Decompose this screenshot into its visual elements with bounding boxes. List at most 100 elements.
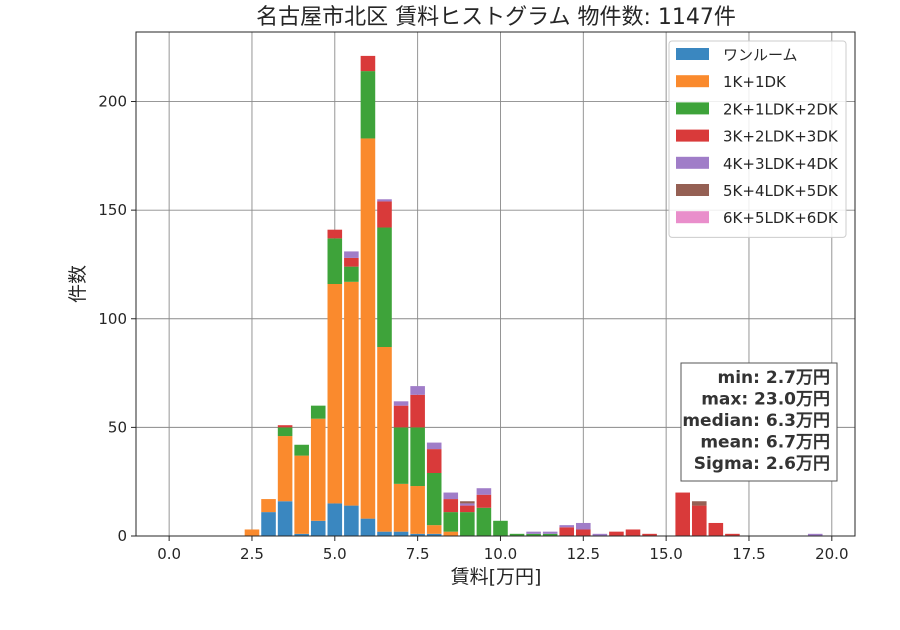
bar-segment <box>675 492 690 536</box>
bar-segment <box>310 418 326 521</box>
bar-segment <box>410 427 425 487</box>
bar-segment <box>426 525 442 534</box>
legend-swatch <box>676 75 709 88</box>
bar-segment <box>410 533 425 536</box>
bar-segment <box>277 425 293 428</box>
bar-segment <box>327 229 343 239</box>
bar-segment <box>559 525 575 528</box>
legend-label: 4K+3LDK+4DK <box>723 155 839 173</box>
legend-label: ワンルーム <box>723 46 798 64</box>
bar-segment <box>476 507 492 536</box>
bar-segment <box>393 427 409 484</box>
legend-frame <box>668 40 847 238</box>
bar-segment <box>426 533 442 536</box>
legend-swatch <box>676 129 709 142</box>
bars-group <box>244 55 823 536</box>
bar-segment <box>344 251 359 258</box>
y-tick-label: 50 <box>108 418 127 436</box>
plot-frame <box>135 31 856 537</box>
legend-label: 1K+1DK <box>723 73 787 91</box>
bar-segment <box>277 501 293 536</box>
stats-line: median: 6.3万円 <box>682 411 830 431</box>
bar-segment <box>327 284 343 504</box>
bar-segment <box>460 501 475 504</box>
bar-segment <box>410 386 425 395</box>
bar-segment <box>377 201 392 228</box>
bar-segment <box>691 505 707 536</box>
bar-segment <box>443 531 459 536</box>
bar-segment <box>642 533 657 536</box>
bar-segment <box>344 281 359 506</box>
x-axis-label: 賃料[万円] <box>451 566 542 588</box>
bar-segment <box>542 533 558 536</box>
bar-segment <box>476 494 492 508</box>
bar-segment <box>360 518 376 536</box>
bar-segment <box>609 531 624 536</box>
x-tick-label: 17.5 <box>732 545 765 563</box>
legend-swatch <box>676 211 709 224</box>
stats-line: min: 2.7万円 <box>718 368 830 388</box>
bar-segment <box>460 505 475 513</box>
x-tick-label: 15.0 <box>649 545 682 563</box>
bar-segment <box>344 266 359 282</box>
legend-label: 5K+4LDK+5DK <box>723 182 839 200</box>
bar-segment <box>393 483 409 532</box>
x-tick-label: 12.5 <box>567 545 600 563</box>
bar-segment <box>576 529 591 536</box>
bar-segment <box>294 455 309 534</box>
bar-segment <box>443 499 459 513</box>
stats-frame <box>680 362 838 482</box>
bar-segment <box>460 503 475 506</box>
bar-segment <box>377 227 392 347</box>
bar-segment <box>526 531 541 534</box>
stats-line: mean: 6.7万円 <box>700 433 830 453</box>
bar-segment <box>592 533 608 536</box>
x-tick-label: 5.0 <box>323 545 347 563</box>
y-axis-label: 件数 <box>67 265 89 303</box>
bar-segment <box>509 533 525 536</box>
bar-segment <box>410 486 425 534</box>
legend-label: 6K+5LDK+6DK <box>723 209 839 227</box>
legend-swatch <box>676 184 709 196</box>
chart-title: 名古屋市北区 賃料ヒストグラム 物件数: 1147件 <box>256 5 736 30</box>
legend-swatch <box>676 156 709 169</box>
bar-segment <box>261 499 276 513</box>
bar-segment <box>625 529 641 536</box>
bar-segment <box>460 512 475 536</box>
bar-segment <box>360 55 376 72</box>
bar-segment <box>542 531 558 534</box>
bar-segment <box>344 505 359 536</box>
bar-segment <box>807 533 823 536</box>
bar-segment <box>576 522 591 530</box>
bar-segment <box>426 449 442 473</box>
stats-line: max: 23.0万円 <box>701 390 830 410</box>
bar-segment <box>725 533 740 536</box>
bar-segment <box>277 427 293 437</box>
bar-segment <box>476 488 492 495</box>
bar-segment <box>310 405 326 419</box>
bar-segment <box>526 533 541 536</box>
bar-segment <box>360 71 376 139</box>
bar-segment <box>377 199 392 202</box>
legend-swatch <box>676 102 709 115</box>
bar-segment <box>708 522 724 536</box>
legend-label: 3K+2LDK+3DK <box>723 128 839 146</box>
y-tick-label: 0 <box>117 527 127 545</box>
legend-label: 2K+1LDK+2DK <box>723 100 839 118</box>
bar-segment <box>344 257 359 267</box>
bar-segment <box>244 529 260 536</box>
x-tick-label: 10.0 <box>484 545 517 563</box>
legend-swatch <box>676 48 709 60</box>
y-tick-label: 100 <box>98 310 127 328</box>
bar-segment <box>559 527 575 536</box>
x-tick-label: 7.5 <box>406 545 430 563</box>
x-axis: 0.0 2.5 5.0 7.5 10.0 12.5 15.0 17.5 20.0 <box>157 536 849 563</box>
bar-segment <box>393 401 409 406</box>
bar-segment <box>443 492 459 500</box>
bar-segment <box>393 531 409 536</box>
bar-segment <box>426 473 442 526</box>
bar-segment <box>327 238 343 284</box>
y-tick-label: 150 <box>98 201 127 219</box>
